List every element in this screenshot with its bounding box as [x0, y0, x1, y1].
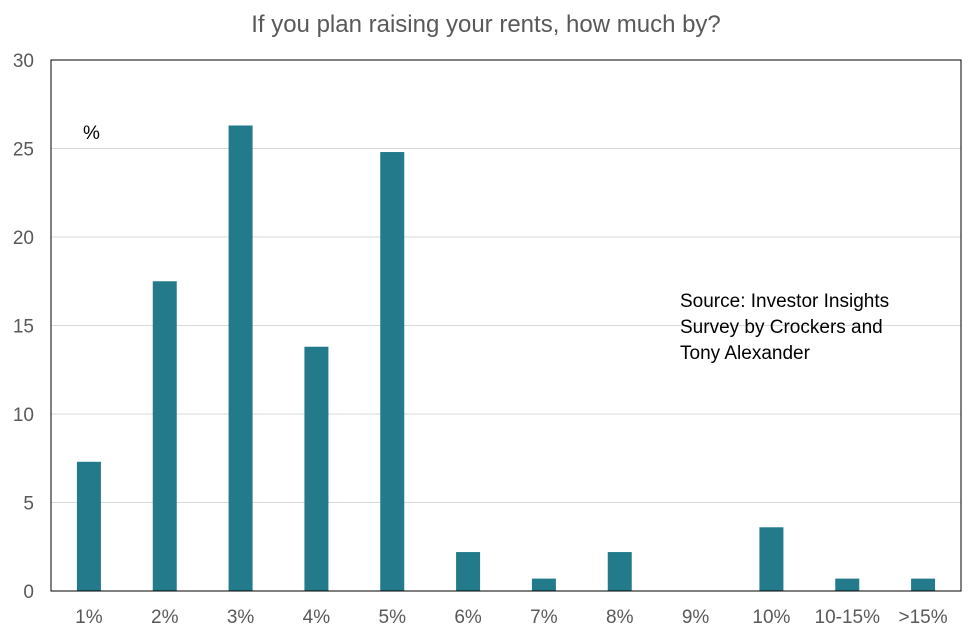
bar: [304, 346, 329, 591]
x-tick-label: 1%: [75, 607, 103, 628]
bar: [607, 552, 632, 591]
bar: [152, 281, 177, 591]
bar: [759, 527, 784, 591]
x-tick-label: 5%: [379, 607, 407, 628]
x-tick-label: >15%: [899, 607, 948, 628]
source-line-3: Tony Alexander: [680, 343, 811, 364]
y-tick-label: 30: [13, 51, 34, 72]
chart-title: If you plan raising your rents, how much…: [251, 11, 721, 38]
y-tick-label: 15: [13, 317, 34, 338]
bar: [228, 125, 253, 592]
x-axis: 1% 2% 3% 4% 5% 6% 7% 8% 9% 10% 10-15% >15%: [75, 607, 948, 628]
y-axis: 0 5 10 15 20 25 30: [13, 51, 34, 603]
source-annotation: Source: Investor Insights Survey by Croc…: [680, 291, 894, 364]
source-line-2: Survey by Crockers and: [680, 317, 883, 338]
bars: [76, 125, 936, 592]
unit-label: %: [83, 123, 100, 144]
bar: [531, 578, 556, 591]
x-tick-label: 3%: [227, 607, 255, 628]
x-tick-label: 9%: [682, 607, 710, 628]
x-tick-label: 7%: [530, 607, 558, 628]
x-tick-label: 8%: [606, 607, 634, 628]
y-tick-label: 25: [13, 140, 34, 161]
y-tick-label: 0: [23, 582, 34, 603]
x-tick-label: 10%: [752, 607, 790, 628]
x-tick-label: 6%: [454, 607, 482, 628]
plot-border: [50, 59, 962, 592]
x-tick-label: 10-15%: [815, 607, 881, 628]
y-tick-label: 5: [23, 494, 34, 515]
source-line-1: Source: Investor Insights: [680, 291, 889, 312]
bar: [76, 461, 101, 591]
x-tick-label: 4%: [303, 607, 331, 628]
bar: [835, 578, 860, 591]
y-tick-label: 10: [13, 405, 34, 426]
y-tick-label: 20: [13, 228, 34, 249]
bar: [380, 152, 405, 592]
x-tick-label: 2%: [151, 607, 179, 628]
bar: [911, 578, 936, 591]
bar: [456, 552, 481, 591]
gridlines: [51, 148, 961, 503]
